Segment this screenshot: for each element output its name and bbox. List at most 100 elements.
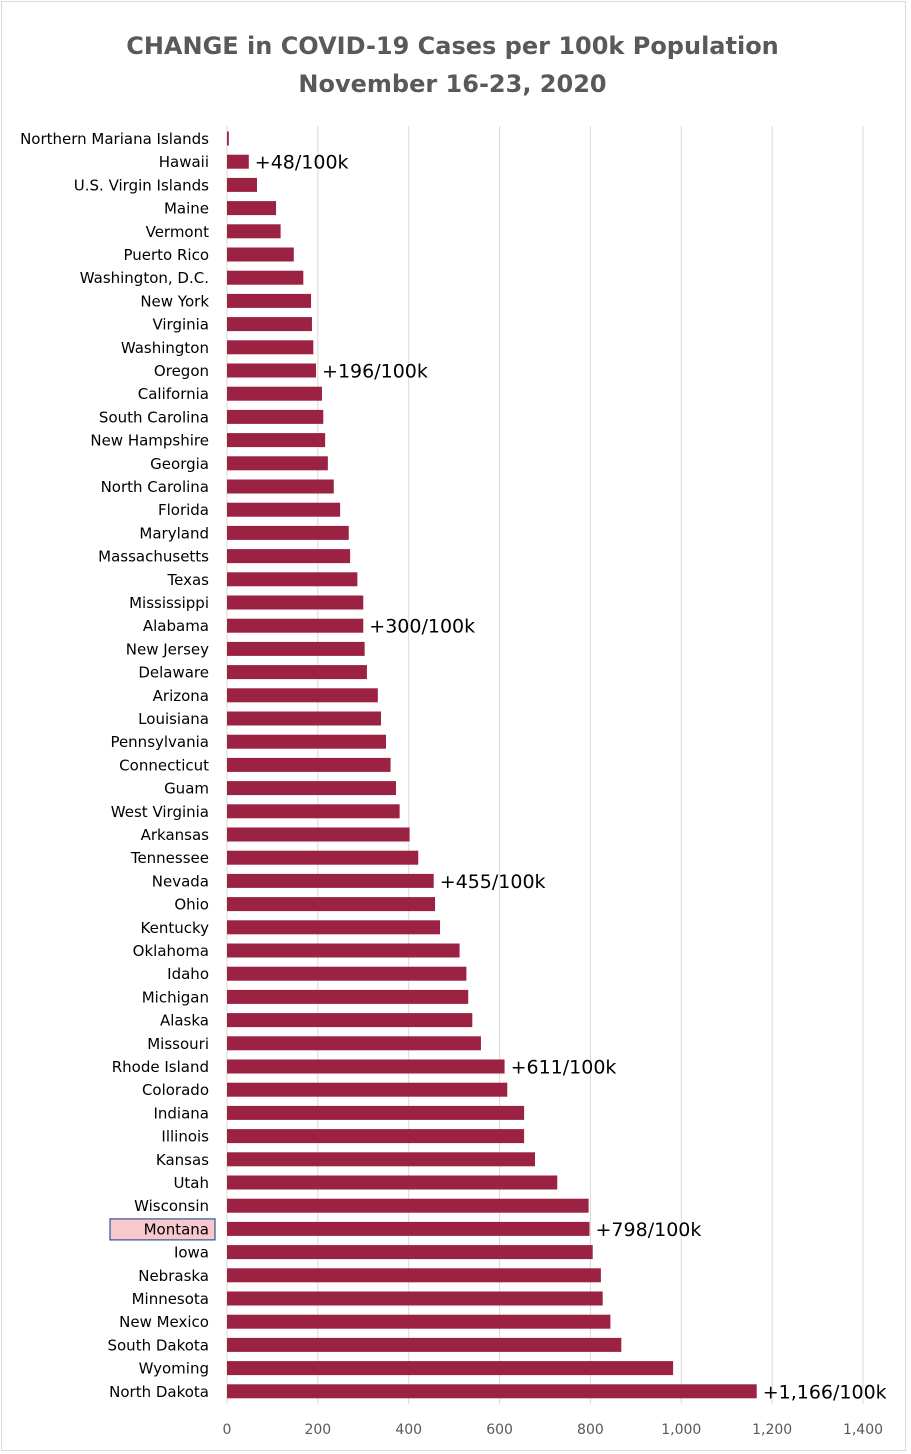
bar-missouri	[227, 1036, 481, 1051]
category-label-tennessee: Tennessee	[130, 849, 209, 867]
category-label-georgia: Georgia	[150, 455, 209, 473]
bar-oklahoma	[227, 943, 460, 958]
x-tick-label: 400	[395, 1422, 422, 1438]
bar-arizona	[227, 688, 378, 703]
category-label-new-york: New York	[140, 292, 209, 310]
category-label-nebraska: Nebraska	[138, 1267, 209, 1285]
category-label-illinois: Illinois	[161, 1128, 209, 1146]
category-label-ohio: Ohio	[174, 896, 209, 914]
category-label-new-mexico: New Mexico	[119, 1313, 209, 1331]
category-label-u-s-virgin-islands: U.S. Virgin Islands	[74, 176, 209, 194]
category-label-connecticut: Connecticut	[119, 756, 209, 774]
bar-rhode-island	[227, 1059, 505, 1074]
category-label-montana: Montana	[144, 1220, 209, 1238]
category-label-west-virginia: West Virginia	[111, 803, 209, 821]
bar-florida	[227, 502, 341, 517]
bar-northern-mariana-islands	[227, 131, 229, 146]
category-label-pennsylvania: Pennsylvania	[110, 733, 209, 751]
x-tick-label: 200	[304, 1422, 331, 1438]
category-label-maryland: Maryland	[139, 524, 209, 542]
gridlines	[226, 126, 864, 1404]
x-axis-ticks: 0 200 400 600 800 1,000 1,200 1,400	[223, 1422, 884, 1438]
category-label-washington-d-c: Washington, D.C.	[80, 269, 209, 287]
bar-new-mexico	[227, 1314, 611, 1329]
category-label-louisiana: Louisiana	[138, 710, 209, 728]
category-label-arizona: Arizona	[153, 687, 209, 705]
category-label-colorado: Colorado	[142, 1081, 209, 1099]
bars	[227, 131, 757, 1399]
annotation-rhode-island: +611/100k	[511, 1057, 617, 1079]
annotation-nevada: +455/100k	[440, 871, 546, 893]
annotation-oregon: +196/100k	[322, 361, 428, 383]
category-label-guam: Guam	[164, 780, 209, 798]
bar-kansas	[227, 1152, 536, 1167]
annotation-montana: +798/100k	[596, 1219, 702, 1241]
bar-montana	[227, 1221, 590, 1236]
category-label-south-carolina: South Carolina	[99, 408, 209, 426]
category-label-idaho: Idaho	[167, 965, 209, 983]
x-tick-label: 1,200	[752, 1422, 792, 1438]
bar-alabama	[227, 618, 364, 633]
bar-nebraska	[227, 1268, 601, 1283]
bar-washington-d-c	[227, 270, 304, 285]
annotation-hawaii: +48/100k	[255, 152, 349, 174]
bar-pennsylvania	[227, 734, 386, 749]
x-tick-label: 800	[577, 1422, 604, 1438]
bar-wyoming	[227, 1361, 674, 1376]
category-label-rhode-island: Rhode Island	[112, 1058, 209, 1076]
category-label-delaware: Delaware	[138, 664, 209, 682]
bar-texas	[227, 572, 358, 587]
bar-u-s-virgin-islands	[227, 177, 257, 192]
category-label-alaska: Alaska	[160, 1012, 209, 1030]
bar-iowa	[227, 1245, 593, 1260]
bar-oregon	[227, 363, 317, 378]
category-label-iowa: Iowa	[174, 1244, 209, 1262]
bar-idaho	[227, 966, 467, 981]
category-label-washington: Washington	[121, 339, 209, 357]
x-tick-label: 1,000	[661, 1422, 701, 1438]
bar-washington	[227, 340, 314, 355]
x-tick-label: 0	[223, 1422, 232, 1438]
bar-colorado	[227, 1082, 508, 1097]
category-label-oklahoma: Oklahoma	[133, 942, 209, 960]
x-tick-label: 600	[486, 1422, 513, 1438]
category-label-south-dakota: South Dakota	[107, 1336, 209, 1354]
bar-california	[227, 386, 322, 401]
bar-mississippi	[227, 595, 364, 610]
category-label-kentucky: Kentucky	[141, 919, 210, 937]
annotation-north-dakota: +1,166/100k	[763, 1381, 887, 1403]
category-label-northern-mariana-islands: Northern Mariana Islands	[20, 130, 209, 148]
category-label-arkansas: Arkansas	[141, 826, 210, 844]
highlight-box	[109, 1218, 216, 1241]
category-label-maine: Maine	[164, 200, 209, 218]
category-label-alabama: Alabama	[143, 617, 209, 635]
bar-ohio	[227, 897, 436, 912]
bar-hawaii	[227, 154, 249, 169]
category-label-new-hampshire: New Hampshire	[90, 432, 209, 450]
category-label-virginia: Virginia	[152, 316, 209, 334]
category-label-massachusetts: Massachusetts	[98, 548, 209, 566]
bar-south-dakota	[227, 1337, 622, 1352]
bar-south-carolina	[227, 409, 324, 424]
category-label-vermont: Vermont	[146, 223, 210, 241]
x-tick-label: 1,400	[843, 1422, 883, 1438]
bar-new-hampshire	[227, 433, 326, 448]
bar-new-jersey	[227, 641, 365, 656]
annotations: +48/100k +196/100k +300/100k +455/100k +611/…	[255, 152, 887, 1404]
category-label-nevada: Nevada	[152, 872, 209, 890]
bar-maryland	[227, 525, 349, 540]
category-label-north-dakota: North Dakota	[109, 1383, 209, 1401]
bar-alaska	[227, 1013, 473, 1028]
bar-illinois	[227, 1129, 525, 1144]
annotation-alabama: +300/100k	[369, 616, 475, 638]
bar-new-york	[227, 293, 312, 308]
bar-minnesota	[227, 1291, 603, 1306]
bar-delaware	[227, 665, 367, 680]
bar-north-dakota	[227, 1384, 757, 1399]
bar-utah	[227, 1175, 558, 1190]
bar-puerto-rico	[227, 247, 294, 262]
bar-georgia	[227, 456, 328, 471]
category-label-kansas: Kansas	[156, 1151, 209, 1169]
bar-louisiana	[227, 711, 382, 726]
